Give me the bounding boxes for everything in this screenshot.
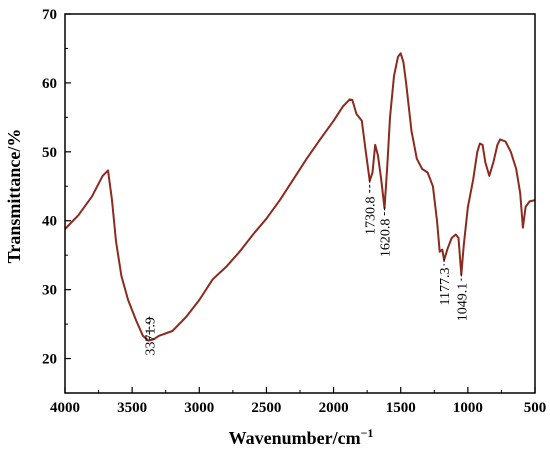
peak-annotation-label: 3371.9 (143, 317, 158, 356)
x-tick-label: 2000 (319, 400, 349, 416)
x-tick-label: 2500 (251, 400, 281, 416)
plot-frame (64, 13, 536, 394)
x-tick-label: 1000 (453, 400, 483, 416)
peak-annotation-label: 1049.1 (455, 283, 470, 322)
x-axis-title-superscript: −1 (361, 426, 374, 440)
x-axis-title: Wavenumber/cm−1 (229, 426, 374, 448)
y-tick-label: 70 (42, 7, 57, 23)
peak-annotation-label: 1730.8 (364, 197, 379, 236)
x-tick-label: 3500 (117, 400, 147, 416)
x-axis-ticks: 4000 3500 3000 2500 2000 1500 1000 500 (50, 387, 546, 416)
peak-annotation-label: 1620.8 (379, 219, 394, 258)
y-tick-label: 40 (42, 214, 57, 230)
y-tick-label: 60 (42, 76, 57, 92)
spectrum-layer (64, 52, 536, 342)
peak-annotation-label: 1177.3 (438, 268, 453, 306)
y-tick-label: 30 (42, 283, 57, 299)
y-tick-label: 20 (42, 352, 57, 368)
x-tick-label: 3000 (184, 400, 214, 416)
x-tick-label: 4000 (50, 400, 80, 416)
y-tick-label: 50 (42, 145, 57, 161)
spectrum-line (64, 52, 536, 342)
x-axis-title-text: Wavenumber/cm (229, 428, 361, 448)
x-tick-label: 500 (524, 400, 547, 416)
y-axis-ticks: 20 30 40 50 60 70 (42, 7, 71, 368)
x-tick-label: 1500 (386, 400, 416, 416)
y-axis-title: Transmittance/% (4, 129, 24, 264)
